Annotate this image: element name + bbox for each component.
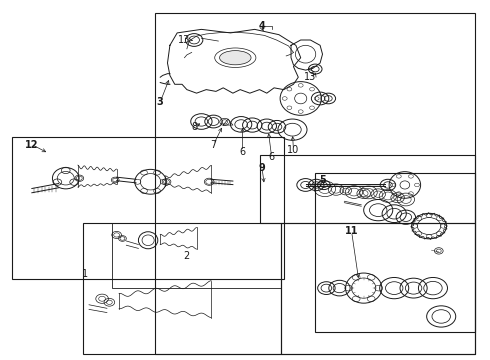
Bar (260, 155, 475, 222)
Text: 1: 1 (82, 269, 88, 279)
Bar (112, 222, 281, 288)
Text: 5: 5 (319, 175, 326, 185)
Text: 6: 6 (240, 147, 245, 157)
Bar (315, 173, 475, 332)
Ellipse shape (220, 51, 251, 65)
Text: 4: 4 (259, 21, 265, 31)
Text: 8: 8 (191, 122, 197, 132)
Text: 2: 2 (184, 251, 190, 261)
Bar (12, 138, 284, 279)
Text: 13: 13 (178, 35, 191, 45)
Text: 11: 11 (345, 226, 358, 237)
Text: 7: 7 (210, 140, 217, 149)
Text: 13: 13 (304, 72, 317, 82)
Bar (83, 222, 281, 354)
Text: 12: 12 (25, 140, 39, 149)
Text: 10: 10 (287, 145, 299, 155)
Text: 6: 6 (269, 152, 275, 162)
Text: 9: 9 (259, 163, 265, 172)
Text: 3: 3 (157, 97, 164, 107)
Bar (281, 222, 475, 354)
Bar (155, 13, 475, 354)
